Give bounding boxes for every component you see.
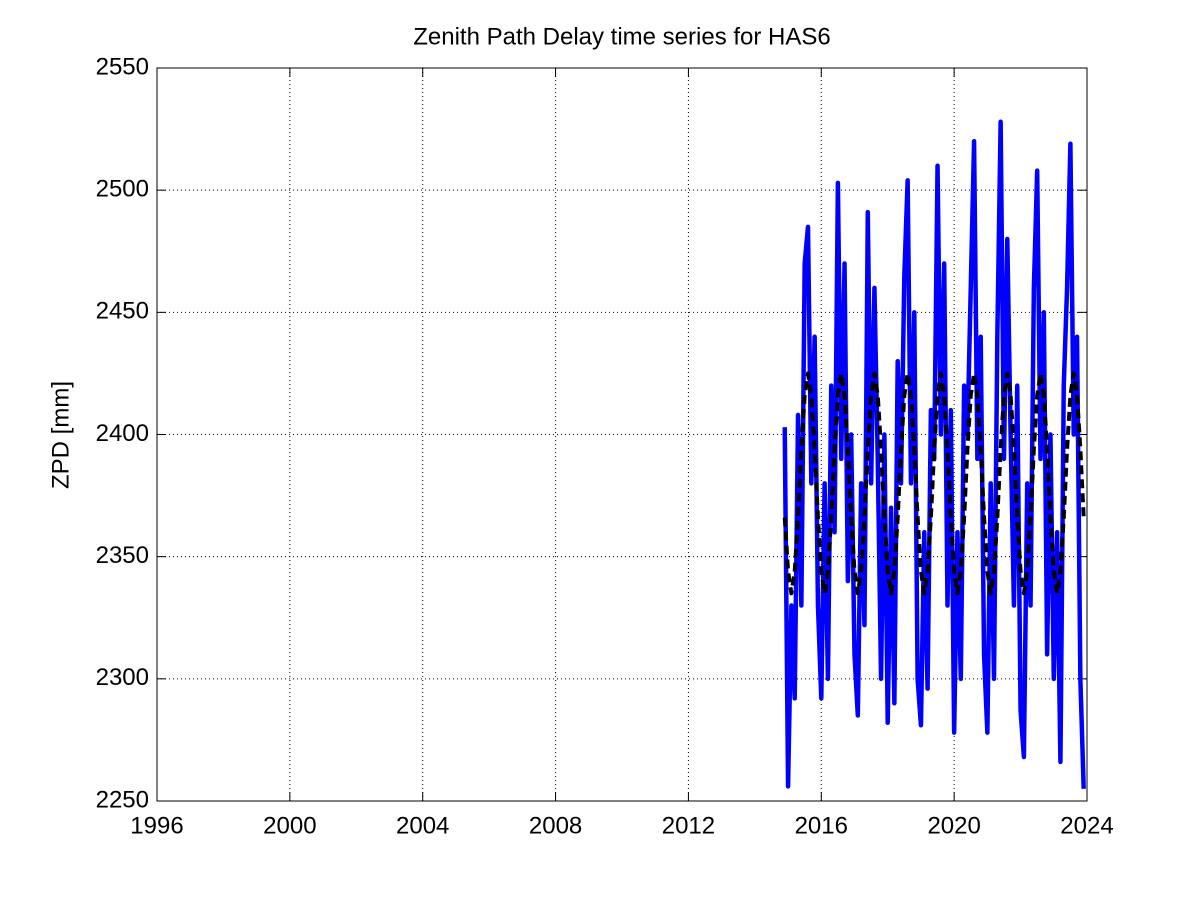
x-tick-label: 2004 <box>396 812 449 839</box>
y-tick-label: 2450 <box>96 298 149 325</box>
x-tick-label: 2024 <box>1060 812 1113 839</box>
y-axis-label: ZPD [mm] <box>47 381 74 489</box>
x-tick-label: 2000 <box>263 812 316 839</box>
x-tick-label: 2020 <box>927 812 980 839</box>
x-tick-label: 2008 <box>529 812 582 839</box>
y-tick-label: 2550 <box>96 53 149 80</box>
y-tick-label: 2300 <box>96 664 149 691</box>
y-tick-label: 2400 <box>96 420 149 447</box>
y-tick-label: 2250 <box>96 786 149 813</box>
data-line <box>782 371 1086 596</box>
chart-title: Zenith Path Delay time series for HAS6 <box>413 23 831 50</box>
x-tick-label: 1996 <box>130 812 183 839</box>
y-tick-label: 2500 <box>96 176 149 203</box>
x-tick-label: 2016 <box>795 812 848 839</box>
plot-frame <box>156 67 1088 802</box>
x-tick-label: 2012 <box>662 812 715 839</box>
y-tick-label: 2350 <box>96 542 149 569</box>
